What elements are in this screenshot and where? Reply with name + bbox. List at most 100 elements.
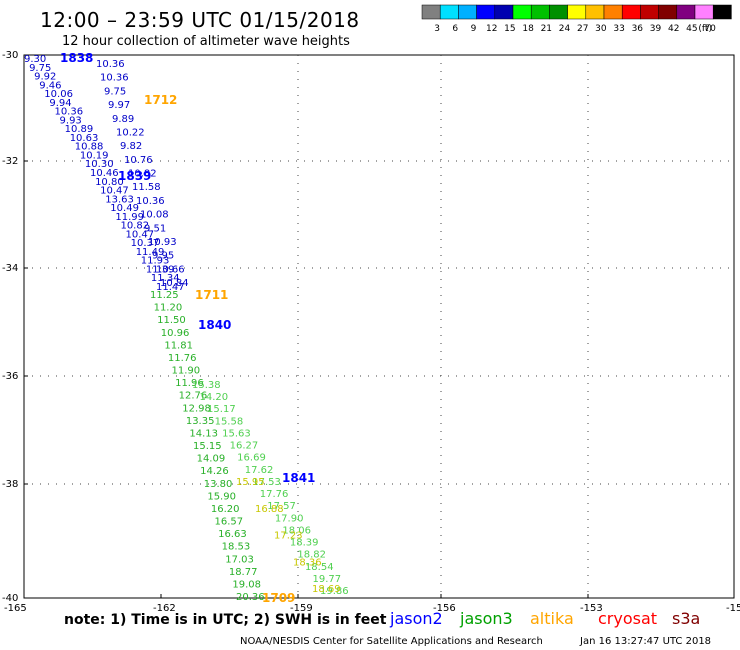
scale-label: 3 — [434, 24, 440, 34]
swh-value: 11.81 — [164, 340, 193, 351]
generated-timestamp: Jan 16 13:27:47 UTC 2018 — [580, 636, 712, 647]
swh-value: 11.93 — [141, 256, 170, 267]
map-subtitle: 12 hour collection of altimeter wave hei… — [62, 34, 350, 49]
swh-value: 15.58 — [215, 416, 244, 427]
swh-value: 14.26 — [200, 466, 229, 477]
legend-item-cryosat: cryosat — [598, 609, 658, 628]
swh-value: 10.46 — [90, 168, 119, 179]
swh-value: 20.36 — [236, 592, 265, 603]
axis-ticks: -165 -162 -159 -156 -153 -15 -30 -32 -34 -36 -38 -4… — [2, 50, 740, 614]
track-time-label: 1839 — [118, 169, 151, 183]
y-tick-label: -38 — [2, 479, 18, 490]
scale-label: 30 — [595, 24, 607, 34]
scale-swatch — [476, 4, 496, 20]
swh-value: 9.75 — [104, 86, 126, 97]
credit-line: NOAA/NESDIS Center for Satellite Applica… — [240, 636, 543, 647]
swh-value: 9.89 — [112, 114, 134, 125]
swh-value: 11.90 — [172, 366, 201, 377]
swh-value: 11.96 — [175, 378, 204, 389]
swh-value: 9.93 — [60, 115, 82, 126]
scale-swatch — [421, 4, 441, 20]
y-tick-label: -32 — [2, 156, 18, 167]
scale-label: 12 — [486, 24, 497, 34]
swh-value: 10.82 — [128, 169, 157, 180]
scale-swatch — [658, 4, 678, 20]
swh-value: 9.92 — [34, 72, 56, 83]
swh-value: 9.30 — [24, 54, 46, 65]
swh-value: 9.51 — [144, 223, 166, 234]
y-tick-label: -34 — [2, 263, 18, 274]
swh-value: 10.37 — [131, 238, 160, 249]
scale-label: 27 — [577, 24, 588, 34]
track-time-label: 1840 — [198, 318, 231, 332]
swh-value: 9.82 — [120, 141, 142, 152]
swh-value: 17.03 — [225, 554, 254, 565]
swh-value: 17.53 — [252, 477, 281, 488]
legend-item-jason3: jason3 — [460, 609, 513, 628]
legend-item-jason2: jason2 — [390, 609, 443, 628]
plot-frame — [23, 54, 735, 599]
swh-value: 10.19 — [80, 150, 109, 161]
swh-value: 16.57 — [215, 517, 244, 528]
scale-label: 21 — [541, 24, 552, 34]
y-tick-label: -30 — [2, 50, 18, 61]
scale-swatch — [621, 4, 641, 20]
swh-value: 10.36 — [100, 73, 129, 84]
swh-value: 10.89 — [65, 124, 94, 135]
swh-value: 14.13 — [189, 428, 218, 439]
scale-swatch — [494, 4, 514, 20]
legend-item-altika: altika — [530, 609, 574, 628]
scale-label: 33 — [613, 24, 624, 34]
swh-value: 16.69 — [237, 453, 266, 464]
scale-label: 15 — [504, 24, 515, 34]
track-time-label: 1709 — [262, 591, 295, 605]
swh-value: 16.27 — [230, 441, 259, 452]
swh-value: 17.76 — [260, 489, 289, 500]
track-time-labels: 1838 1712 1839 1711 1840 1841 1709 — [60, 51, 315, 605]
swh-value: 19.77 — [312, 574, 341, 585]
scale-swatch — [694, 4, 714, 20]
swh-value: 12.76 — [179, 391, 208, 402]
scale-swatch — [567, 4, 587, 20]
swh-value: 19.08 — [232, 579, 261, 590]
swh-value: 11.20 — [154, 303, 183, 314]
track-time-label: 1841 — [282, 471, 315, 485]
scale-label: 36 — [632, 24, 644, 34]
swh-value: 11.25 — [150, 290, 179, 301]
swh-value: 10.63 — [70, 133, 99, 144]
swh-value: 15.95 — [236, 477, 265, 488]
swh-value: 18.53 — [222, 542, 251, 553]
scale-label: 45 — [686, 24, 697, 34]
swh-value: 19.86 — [320, 586, 349, 597]
swh-value: 10.30 — [85, 159, 114, 170]
swh-value: 9.46 — [39, 80, 61, 91]
x-tick-label: -15 — [726, 603, 740, 614]
swh-value: 10.66 — [156, 264, 185, 275]
swh-value: 15.38 — [192, 380, 221, 391]
x-tick-label: -165 — [4, 603, 27, 614]
swh-value: 17.90 — [275, 513, 304, 524]
swh-value: 13.80 — [204, 479, 233, 490]
units-note: note: 1) Time is in UTC; 2) SWH is in fe… — [64, 612, 387, 628]
scale-label: 18 — [522, 24, 534, 34]
swh-value: 18.82 — [297, 550, 326, 561]
scale-label: 70 — [704, 24, 716, 34]
scale-swatch — [458, 4, 477, 20]
scale-label: 6 — [452, 24, 458, 34]
scale-label: 42 — [668, 24, 679, 34]
track-time-label: 1838 — [60, 51, 93, 65]
swh-value: 11.58 — [132, 182, 161, 193]
scale-swatch — [712, 4, 732, 20]
swh-value: 16.20 — [211, 504, 240, 515]
swh-value: 11.50 — [157, 315, 186, 326]
swh-value: 10.22 — [116, 127, 145, 138]
swh-value: 10.36 — [54, 107, 83, 118]
color-scale: 3 6 9 12 15 18 21 24 27 30 33 36 39 42 45 70(ft) — [421, 4, 732, 34]
swh-value: 16.63 — [218, 529, 247, 540]
swh-value: 17.57 — [267, 501, 296, 512]
swh-value: 10.84 — [160, 278, 189, 289]
swh-value: 15.63 — [222, 428, 251, 439]
swh-value: 11.47 — [156, 282, 185, 293]
